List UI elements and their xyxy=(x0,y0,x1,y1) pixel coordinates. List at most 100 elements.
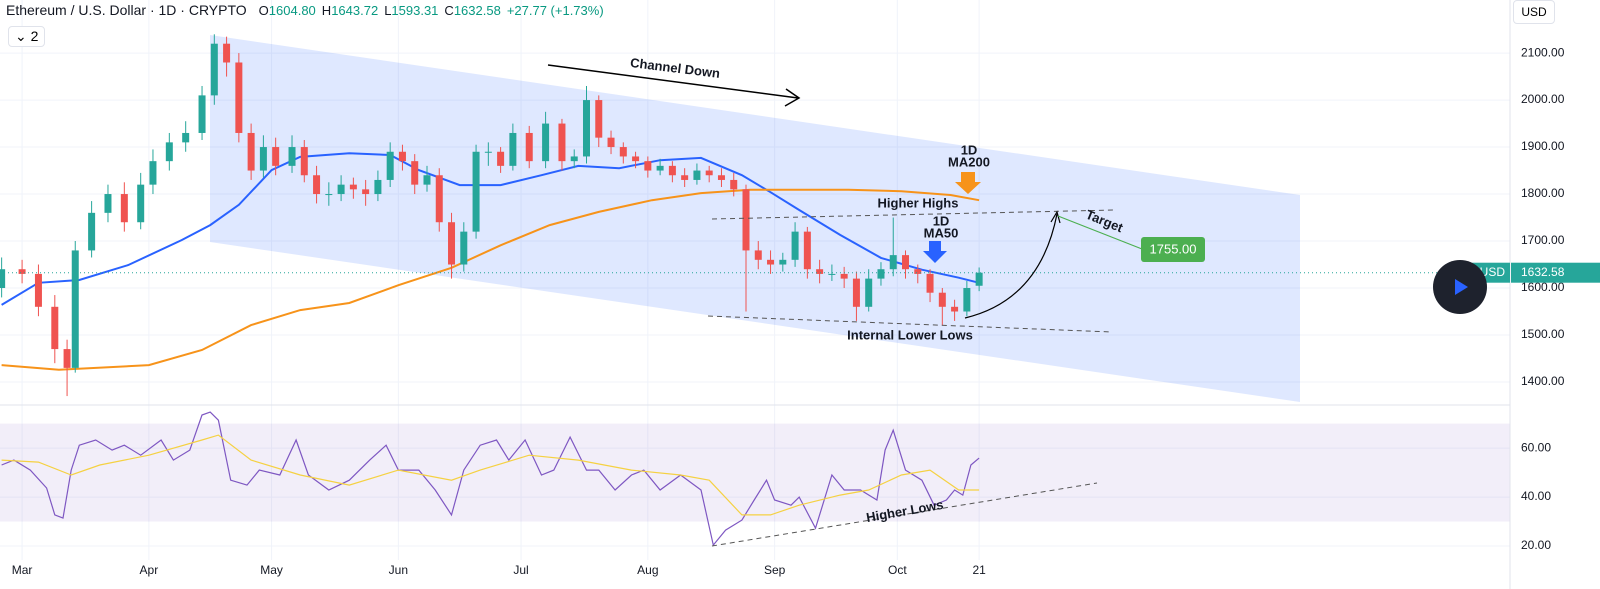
arrow xyxy=(547,64,799,99)
candle-body xyxy=(165,142,173,162)
ohlc: O1604.80 H1643.72 L1593.31 C1632.58 xyxy=(253,2,501,18)
candle-body xyxy=(705,170,713,176)
candle-body xyxy=(926,273,934,293)
candle-body xyxy=(619,147,627,157)
candle-body xyxy=(259,147,267,171)
y-tick-label: 40.00 xyxy=(1521,489,1551,503)
y-tick-label: 20.00 xyxy=(1521,538,1551,552)
indicator-toggle[interactable]: ⌄ 2 xyxy=(8,26,46,47)
indicator-count: 2 xyxy=(30,28,39,44)
candle-body xyxy=(272,147,280,166)
candle-body xyxy=(120,194,128,223)
header: Ethereum / U.S. Dollar · 1D · CRYPTO O16… xyxy=(6,2,604,18)
candle-body xyxy=(840,273,848,279)
y-tick-label: 1800.00 xyxy=(1521,186,1565,200)
line xyxy=(1,434,980,516)
candle-body xyxy=(198,95,206,133)
x-tick-label: May xyxy=(260,563,283,577)
candle-body xyxy=(325,194,333,196)
candle-body xyxy=(754,250,762,260)
plot xyxy=(0,34,1510,547)
candle-body xyxy=(223,43,231,63)
change: +27.77 (+1.73%) xyxy=(506,2,604,18)
y-tick-label: 2000.00 xyxy=(1521,92,1565,106)
annotation: MA200 xyxy=(948,154,990,169)
candle-body xyxy=(656,165,664,171)
candle-body xyxy=(767,259,775,265)
dashed-line xyxy=(711,482,1098,547)
candle-body xyxy=(300,147,308,176)
candle-body xyxy=(632,156,640,162)
candle-body xyxy=(497,151,505,166)
candle-body xyxy=(386,151,394,180)
candle-body xyxy=(349,184,357,190)
candle-body xyxy=(791,231,799,260)
rsi-band xyxy=(0,423,1510,522)
annotation: MA50 xyxy=(924,225,959,240)
currency[interactable]: USD xyxy=(1513,0,1555,24)
candle-body xyxy=(877,269,885,279)
candle-body xyxy=(889,255,897,270)
candle-body xyxy=(374,179,382,195)
x-tick-label: Aug xyxy=(637,563,658,577)
y-tick-label: 1900.00 xyxy=(1521,139,1565,153)
target-label-box xyxy=(1141,237,1205,262)
last-price-label: 1632.58 xyxy=(1521,265,1565,279)
annotation: Internal Lower Lows xyxy=(847,327,973,342)
line xyxy=(1,411,980,547)
candle-body xyxy=(717,175,725,180)
candle-body xyxy=(938,292,946,307)
x-tick-label: Mar xyxy=(12,563,33,577)
y-tick-label: 1500.00 xyxy=(1521,327,1565,341)
candle-body xyxy=(435,175,443,223)
candle-body xyxy=(247,132,255,171)
candle-body xyxy=(472,151,480,232)
arrow-head xyxy=(784,88,801,107)
candle-body xyxy=(88,212,96,251)
candle-body xyxy=(362,189,370,195)
ohlc-key: C xyxy=(444,3,454,18)
candle-body xyxy=(210,43,218,96)
candle-body xyxy=(149,161,157,185)
x-tick-label: Apr xyxy=(140,563,159,577)
ohlc-key: O xyxy=(258,3,269,18)
x-tick-label: 21 xyxy=(972,563,986,577)
candle-body xyxy=(902,255,910,270)
ohlc-value: 1632.58 xyxy=(453,3,501,18)
candle-body xyxy=(509,132,517,166)
candle-body xyxy=(595,100,603,138)
candle-body xyxy=(63,349,71,368)
candle-body xyxy=(0,269,6,289)
curved-arrow xyxy=(964,213,1058,319)
price-axis xyxy=(1510,0,1600,589)
y-tick-label: 1600.00 xyxy=(1521,280,1565,294)
candle-body xyxy=(582,100,590,157)
drawings: Channel Down Higher Highs 1D MA200 1D MA… xyxy=(547,55,1205,547)
annotation: Higher Highs xyxy=(878,195,959,210)
candle-body xyxy=(484,151,492,153)
candle-body xyxy=(975,272,983,286)
dashed-line xyxy=(711,209,1116,220)
annotation: 1D xyxy=(933,213,950,228)
candle-body xyxy=(398,151,406,162)
ohlc-value: 1643.72 xyxy=(331,3,379,18)
candle-body xyxy=(852,278,860,307)
ohlc-key: H xyxy=(321,3,332,18)
y-tick-label: 60.00 xyxy=(1521,440,1551,454)
candle-body xyxy=(865,278,873,307)
candle-body xyxy=(730,179,738,190)
candle-body xyxy=(542,123,550,162)
symbol: Ethereum / U.S. Dollar · 1D · CRYPTO xyxy=(6,2,247,18)
y-tick-label: 1400.00 xyxy=(1521,374,1565,388)
candle-body xyxy=(137,184,145,223)
candle-body xyxy=(71,250,79,368)
candle-body xyxy=(558,123,566,162)
candle-body xyxy=(914,269,922,274)
down-arrow xyxy=(955,172,981,194)
x-tick-label: Sep xyxy=(764,563,786,577)
line xyxy=(1,188,980,371)
candle-body xyxy=(963,288,971,312)
arrow-head xyxy=(1050,210,1061,224)
target-line xyxy=(1057,215,1143,250)
